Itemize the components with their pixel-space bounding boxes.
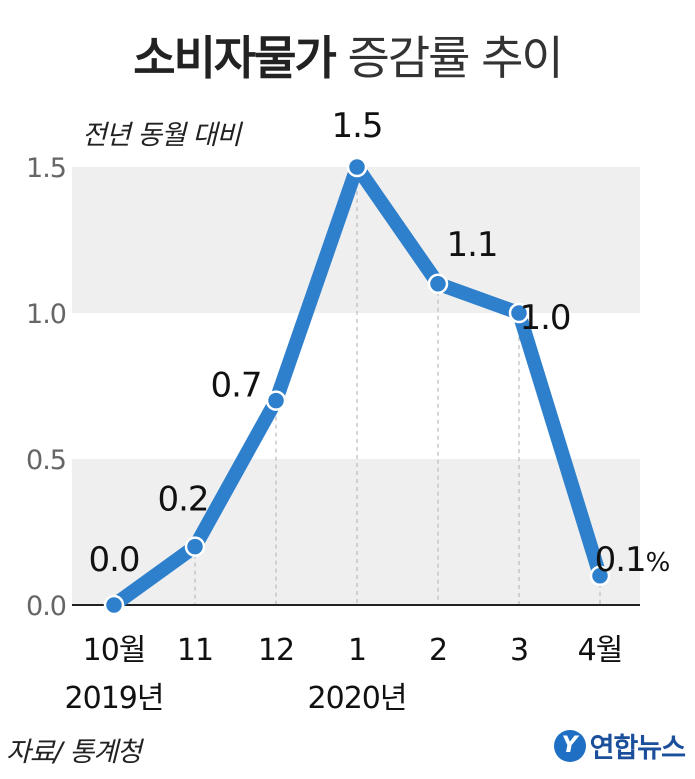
y-tick-label: 0.5 bbox=[26, 445, 66, 476]
year-label: 2020년 bbox=[308, 681, 407, 716]
data-point bbox=[346, 156, 368, 178]
x-tick-label: 4월 bbox=[578, 633, 623, 668]
data-point bbox=[103, 594, 125, 616]
chart-title: 소비자물가 증감률 추이 bbox=[0, 22, 695, 88]
data-label: 1.5 bbox=[331, 106, 382, 146]
data-point bbox=[184, 536, 206, 557]
data-point bbox=[589, 565, 611, 587]
data-label: 1.0 bbox=[519, 298, 570, 338]
data-label: 0.0 bbox=[88, 540, 139, 580]
y-tick-label: 1.0 bbox=[26, 299, 66, 330]
logo-mark-icon: Y bbox=[553, 729, 586, 762]
grid-band bbox=[72, 167, 640, 313]
y-unit-note: 전년 동월 대비 bbox=[82, 120, 241, 151]
data-point bbox=[265, 390, 287, 411]
data-label: 0.2 bbox=[157, 480, 208, 520]
y-tick-label: 0.0 bbox=[26, 591, 66, 622]
data-label: 0.7 bbox=[210, 366, 261, 406]
y-tick-label: 1.5 bbox=[26, 153, 66, 184]
x-tick-label: 12 bbox=[258, 633, 294, 668]
title-light: 증감률 추이 bbox=[347, 31, 564, 85]
title-bold: 소비자물가 bbox=[133, 31, 337, 85]
data-label-unit: % bbox=[646, 548, 670, 578]
logo-text: 연합뉴스 bbox=[589, 733, 686, 764]
year-label: 2019년 bbox=[65, 681, 164, 716]
x-tick-label: 10월 bbox=[83, 633, 146, 668]
x-tick-label: 3 bbox=[510, 633, 528, 668]
yonhap-logo: Y 연합뉴스 bbox=[553, 726, 686, 765]
data-point bbox=[508, 302, 530, 324]
grid-band bbox=[72, 459, 640, 605]
data-point bbox=[427, 273, 449, 295]
data-label: 1.1 bbox=[446, 225, 497, 265]
data-label: 0.1% bbox=[595, 540, 670, 580]
x-tick-label: 1 bbox=[348, 633, 366, 668]
x-tick-label: 11 bbox=[177, 633, 213, 668]
x-tick-label: 2 bbox=[429, 633, 447, 668]
source-note: 자료/ 통계청 bbox=[6, 737, 142, 768]
